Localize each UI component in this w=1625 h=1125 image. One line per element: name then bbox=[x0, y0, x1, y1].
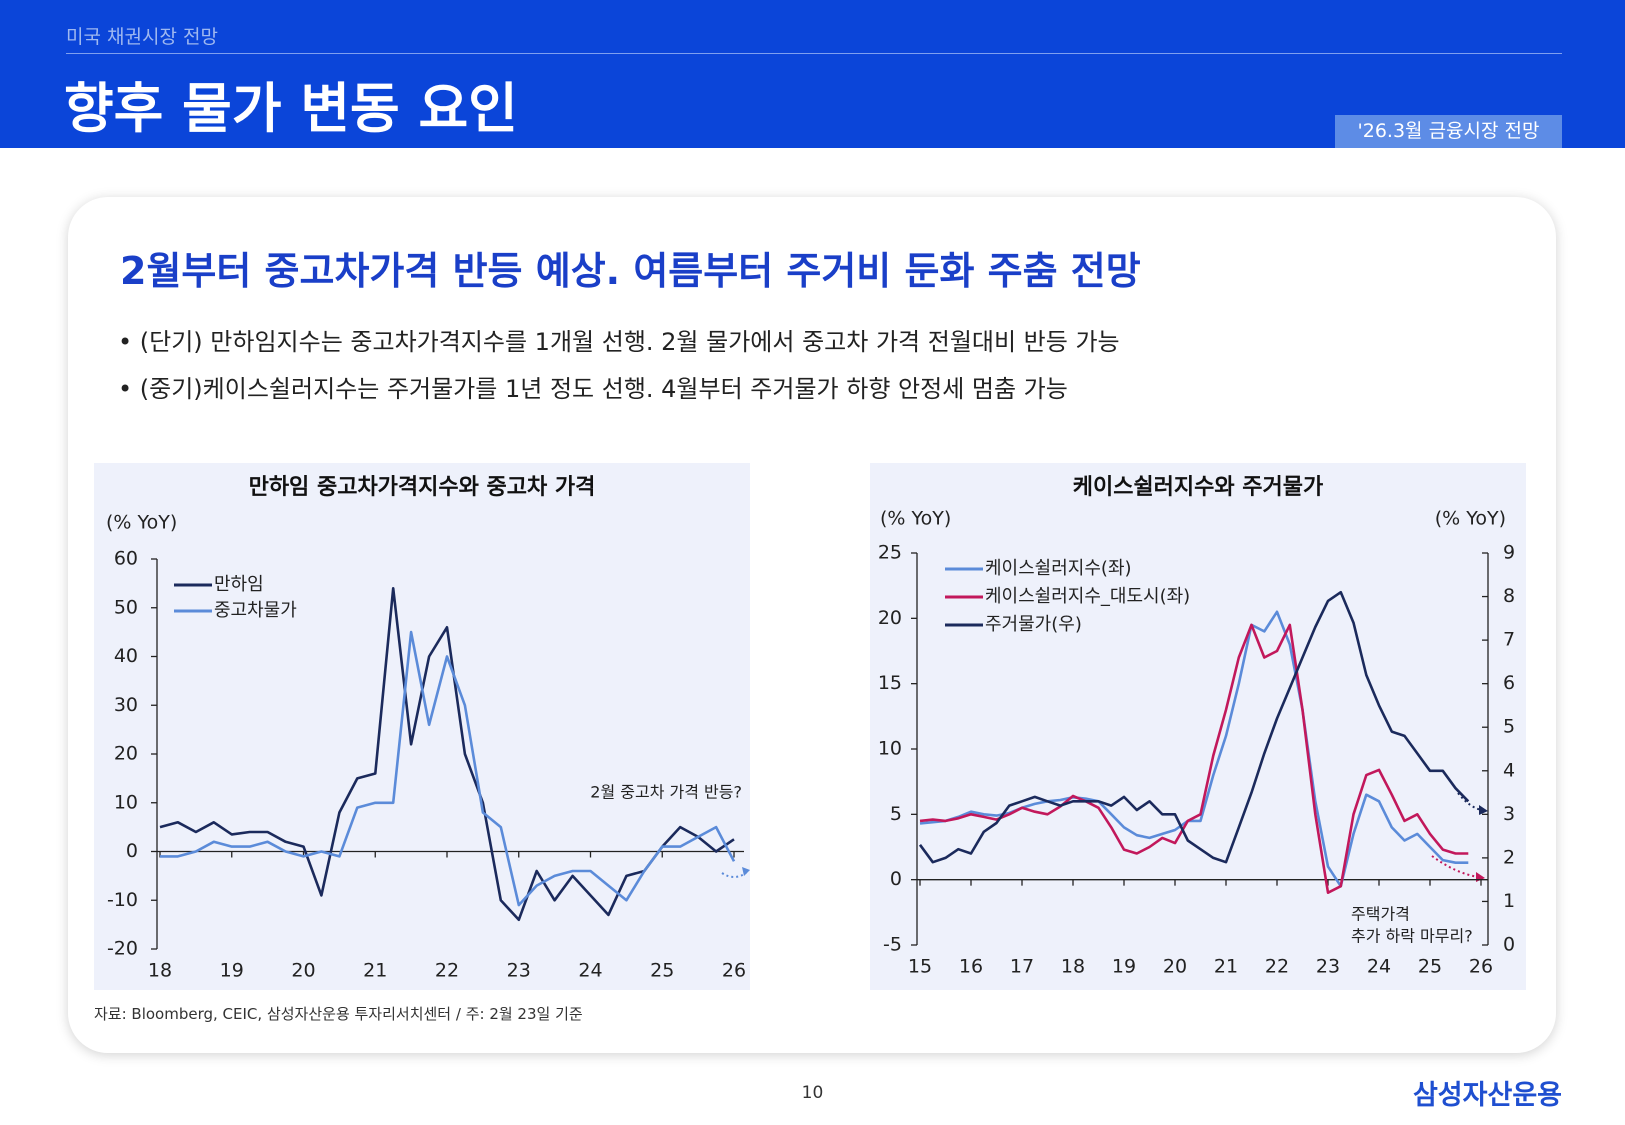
y-tick-label: -20 bbox=[107, 938, 138, 960]
y2-tick-label: 4 bbox=[1503, 759, 1515, 781]
page-title: 향후 물가 변동 요인 bbox=[64, 77, 518, 140]
arrow-head bbox=[742, 867, 750, 876]
series-line bbox=[159, 587, 735, 922]
x-tick-label: 20 bbox=[291, 960, 315, 982]
y2-axis-label: (% YoY) bbox=[1435, 508, 1506, 530]
arrow-head bbox=[1479, 805, 1488, 815]
y2-tick-label: 2 bbox=[1503, 846, 1515, 868]
annotation: 주택가격 bbox=[1351, 905, 1410, 924]
y-tick-label: 5 bbox=[890, 803, 902, 825]
x-tick-label: 19 bbox=[220, 960, 244, 982]
y-tick-label: 60 bbox=[114, 548, 138, 570]
y-tick-label: 30 bbox=[114, 694, 138, 716]
x-tick-label: 23 bbox=[507, 960, 531, 982]
header-rule bbox=[66, 53, 1562, 54]
trend-arrow bbox=[1431, 855, 1479, 878]
x-tick-label: 21 bbox=[1214, 956, 1238, 978]
legend-label: 주거물가(우) bbox=[985, 614, 1082, 635]
series-line bbox=[918, 590, 1470, 864]
page-number: 10 bbox=[801, 1083, 824, 1103]
y-tick-label: 25 bbox=[878, 542, 902, 564]
chart-title: 케이스쉴러지수와 주거물가 bbox=[1073, 475, 1324, 500]
legend-label: 케이스쉴러지수(좌) bbox=[985, 558, 1132, 579]
y-tick-label: 0 bbox=[126, 840, 138, 862]
chart-title: 만하임 중고차가격지수와 중고차 가격 bbox=[249, 475, 596, 500]
y2-tick-label: 9 bbox=[1503, 542, 1515, 564]
x-tick-label: 16 bbox=[959, 956, 983, 978]
trend-arrow bbox=[1457, 792, 1483, 811]
logo: 삼성자산운용 bbox=[1412, 1080, 1562, 1111]
x-tick-label: 20 bbox=[1163, 956, 1187, 978]
legend-label: 케이스쉴러지수_대도시(좌) bbox=[985, 586, 1190, 607]
y2-tick-label: 6 bbox=[1503, 672, 1515, 694]
y-tick-label: 50 bbox=[114, 596, 138, 618]
x-tick-label: 24 bbox=[1367, 956, 1391, 978]
y-tick-label: 20 bbox=[878, 607, 902, 629]
x-tick-label: 22 bbox=[435, 960, 459, 982]
bullet: • (중기)케이스쉴러지수는 주거물가를 1년 정도 선행. 4월부터 주거물가… bbox=[118, 375, 1068, 403]
y-tick-label: 15 bbox=[878, 672, 902, 694]
bullet: • (단기) 만하임지수는 중고차가격지수를 1개월 선행. 2월 물가에서 중… bbox=[118, 328, 1120, 356]
y-tick-label: 0 bbox=[890, 868, 902, 890]
y2-tick-label: 5 bbox=[1503, 716, 1515, 738]
x-tick-label: 18 bbox=[148, 960, 172, 982]
y2-tick-label: 7 bbox=[1503, 629, 1515, 651]
chart: 케이스쉴러지수와 주거물가(% YoY) (% YoY)-505101520250… bbox=[870, 463, 1526, 990]
x-tick-label: 15 bbox=[908, 956, 932, 978]
legend-label: 중고차물가 bbox=[214, 600, 297, 621]
y2-tick-label: 3 bbox=[1503, 803, 1515, 825]
x-tick-label: 24 bbox=[578, 960, 602, 982]
series-line bbox=[160, 630, 736, 907]
x-tick-label: 25 bbox=[650, 960, 674, 982]
y-tick-label: 10 bbox=[114, 791, 138, 813]
y-tick-label: -10 bbox=[107, 889, 138, 911]
x-tick-label: 21 bbox=[363, 960, 387, 982]
y2-tick-label: 0 bbox=[1503, 934, 1515, 956]
headline: 2월부터 중고차가격 반등 예상. 여름부터 주거비 둔화 주춤 전망 bbox=[120, 249, 1141, 293]
source-note: 자료: Bloomberg, CEIC, 삼성자산운용 투자리서치센터 / 주:… bbox=[94, 1005, 583, 1023]
legend-label: 만하임 bbox=[214, 574, 264, 595]
x-tick-label: 18 bbox=[1061, 956, 1085, 978]
section-label: 미국 채권시장 전망 bbox=[66, 26, 218, 48]
x-tick-label: 25 bbox=[1418, 956, 1442, 978]
x-tick-label: 26 bbox=[1469, 956, 1493, 978]
badge: '26.3월 금융시장 전망 bbox=[1335, 115, 1562, 148]
x-tick-label: 17 bbox=[1010, 956, 1034, 978]
x-tick-label: 22 bbox=[1265, 956, 1289, 978]
y-tick-label: -5 bbox=[883, 934, 902, 956]
x-tick-label: 23 bbox=[1316, 956, 1340, 978]
y-axis-label: (% YoY) bbox=[106, 512, 177, 534]
y-tick-label: 10 bbox=[878, 738, 902, 760]
x-tick-label: 26 bbox=[722, 960, 746, 982]
y-axis-label: (% YoY) bbox=[880, 508, 951, 530]
y-tick-label: 20 bbox=[114, 743, 138, 765]
annotation: 2월 중고차 가격 반등? bbox=[590, 783, 742, 802]
chart: 만하임 중고차가격지수와 중고차 가격 (% YoY) -20 -10 0 10 20 30 4… bbox=[94, 463, 750, 990]
trend-arrow bbox=[721, 872, 747, 878]
x-tick-label: 19 bbox=[1112, 956, 1136, 978]
y2-tick-label: 8 bbox=[1503, 585, 1515, 607]
y-tick-label: 40 bbox=[114, 645, 138, 667]
y2-tick-label: 1 bbox=[1503, 890, 1515, 912]
series-line bbox=[919, 623, 1469, 894]
annotation: 추가 하락 마무리? bbox=[1351, 927, 1473, 946]
